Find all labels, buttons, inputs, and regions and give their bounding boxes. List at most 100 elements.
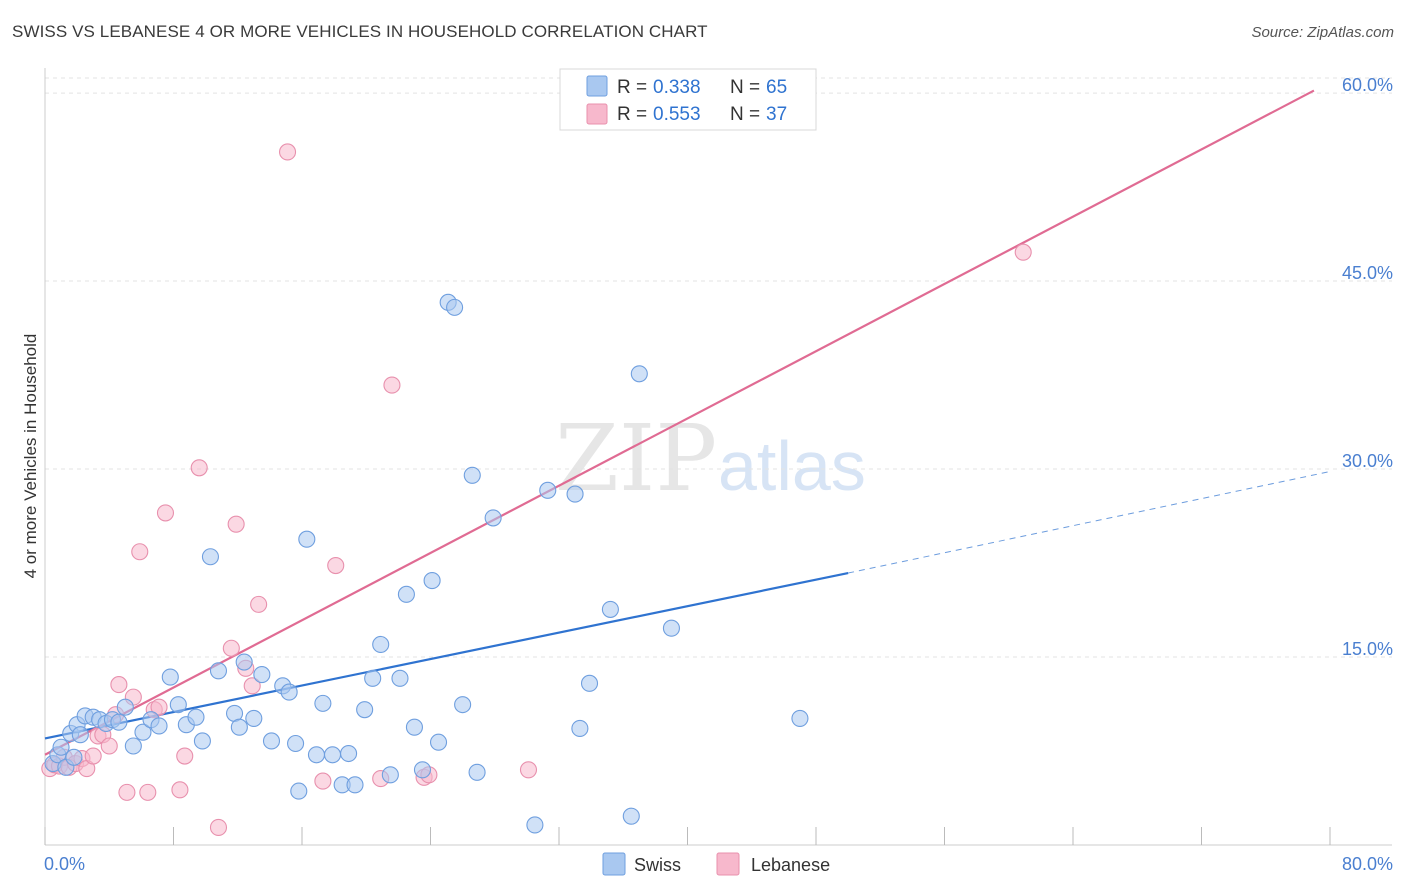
watermark-atlas: atlas: [718, 427, 866, 505]
y-axis-label: 4 or more Vehicles in Household: [21, 334, 40, 579]
trend-line-lebanese: [44, 89, 1315, 756]
swiss-point: [287, 734, 305, 753]
lebanese-point: [250, 595, 268, 613]
lebanese-point: [278, 143, 297, 161]
swiss-point: [454, 696, 472, 714]
lebanese-point: [519, 761, 538, 779]
x-tick-label-max: 80.0%: [1342, 854, 1393, 874]
swiss-point: [539, 481, 557, 499]
lebanese-point: [131, 543, 149, 561]
legend-r-label-swiss: R =: [617, 77, 647, 98]
swiss-point: [423, 572, 441, 590]
swiss-point: [201, 548, 219, 566]
y-tick-label: 60.0%: [1342, 75, 1393, 95]
bottom-legend: Swiss Lebanese: [602, 852, 830, 876]
swiss-point: [446, 298, 464, 316]
y-tick-labels: 15.0% 30.0% 45.0% 60.0%: [1342, 75, 1393, 659]
bottom-legend-swatch-lebanese: [716, 852, 740, 876]
swiss-point: [134, 723, 152, 741]
legend-swatch-swiss: [586, 75, 608, 97]
lebanese-point: [383, 376, 401, 394]
swiss-point: [209, 662, 228, 680]
swiss-point: [187, 708, 205, 726]
swiss-point: [484, 509, 502, 527]
swiss-point: [150, 717, 168, 735]
swiss-point: [622, 807, 640, 825]
swiss-point: [413, 761, 432, 779]
lebanese-point: [243, 677, 261, 695]
lebanese-point: [222, 639, 240, 657]
lebanese-point: [227, 515, 245, 533]
swiss-point: [116, 698, 134, 716]
swiss-point: [356, 701, 374, 719]
trend-line-swiss: [44, 571, 849, 740]
swiss-point: [52, 738, 70, 756]
source-note: Source: ZipAtlas.com: [1251, 24, 1394, 41]
swiss-point: [71, 726, 89, 744]
swiss-point: [262, 732, 281, 750]
legend: R = 0.338 N = 65 R = 0.553 N = 37: [559, 68, 817, 131]
lebanese-point: [314, 772, 332, 790]
legend-r-label-lebanese: R =: [617, 104, 647, 125]
swiss-point: [381, 766, 399, 784]
swiss-point: [391, 669, 409, 687]
y-tick-label: 45.0%: [1342, 263, 1393, 283]
swiss-point: [280, 683, 298, 701]
swiss-point: [245, 709, 263, 727]
swiss-point: [566, 485, 584, 503]
y-tick-label: 30.0%: [1342, 451, 1393, 471]
lebanese-point: [118, 783, 136, 801]
swiss-point: [314, 694, 332, 712]
swiss-point: [307, 746, 326, 764]
x-tick-label-min: 0.0%: [44, 854, 85, 874]
axes: [44, 68, 1392, 846]
swiss-point: [193, 732, 211, 750]
lebanese-point: [110, 676, 128, 694]
swiss-point: [230, 718, 248, 736]
y-tick-label: 15.0%: [1342, 639, 1393, 659]
legend-r-value-lebanese: 0.553: [653, 104, 701, 125]
swiss-point: [346, 776, 364, 794]
swiss-point: [253, 666, 271, 684]
lebanese-point: [190, 459, 208, 477]
lebanese-point: [150, 698, 168, 716]
swiss-point: [364, 669, 382, 687]
legend-n-label-swiss: N =: [730, 77, 760, 98]
swiss-point: [662, 619, 680, 637]
swiss-point: [429, 733, 448, 751]
swiss-point: [124, 737, 142, 755]
lebanese-point: [176, 747, 194, 765]
lebanese-point: [327, 556, 345, 575]
swiss-point: [580, 674, 599, 692]
swiss-point: [630, 365, 648, 383]
swiss-point: [601, 600, 619, 618]
chart-title: SWISS VS LEBANESE 4 OR MORE VEHICLES IN …: [12, 22, 708, 41]
bottom-legend-swiss: Swiss: [634, 855, 681, 875]
swiss-point: [463, 466, 481, 484]
lebanese-point: [100, 737, 118, 755]
swiss-point: [298, 530, 316, 548]
grid-lines: [45, 77, 1392, 658]
swiss-point: [372, 635, 390, 654]
swiss-point: [405, 718, 423, 736]
swiss-point: [65, 748, 83, 766]
trend-line-swiss-extension: [848, 471, 1331, 574]
swiss-point: [161, 668, 179, 686]
swiss-point: [169, 696, 187, 714]
swiss-point: [468, 763, 486, 781]
swiss-point: [791, 709, 809, 727]
lebanese-point: [209, 818, 228, 837]
swiss-point: [571, 719, 589, 738]
lebanese-point: [84, 747, 102, 765]
lebanese-point: [139, 783, 157, 801]
legend-n-value-swiss: 65: [766, 77, 787, 98]
bottom-legend-swatch-swiss: [602, 852, 626, 876]
swiss-point: [110, 713, 128, 731]
legend-n-label-lebanese: N =: [730, 104, 760, 125]
swiss-point: [235, 653, 253, 671]
legend-swatch-lebanese: [586, 103, 608, 125]
swiss-point: [340, 744, 358, 763]
lebanese-point: [171, 781, 189, 799]
swiss-point: [397, 585, 415, 603]
